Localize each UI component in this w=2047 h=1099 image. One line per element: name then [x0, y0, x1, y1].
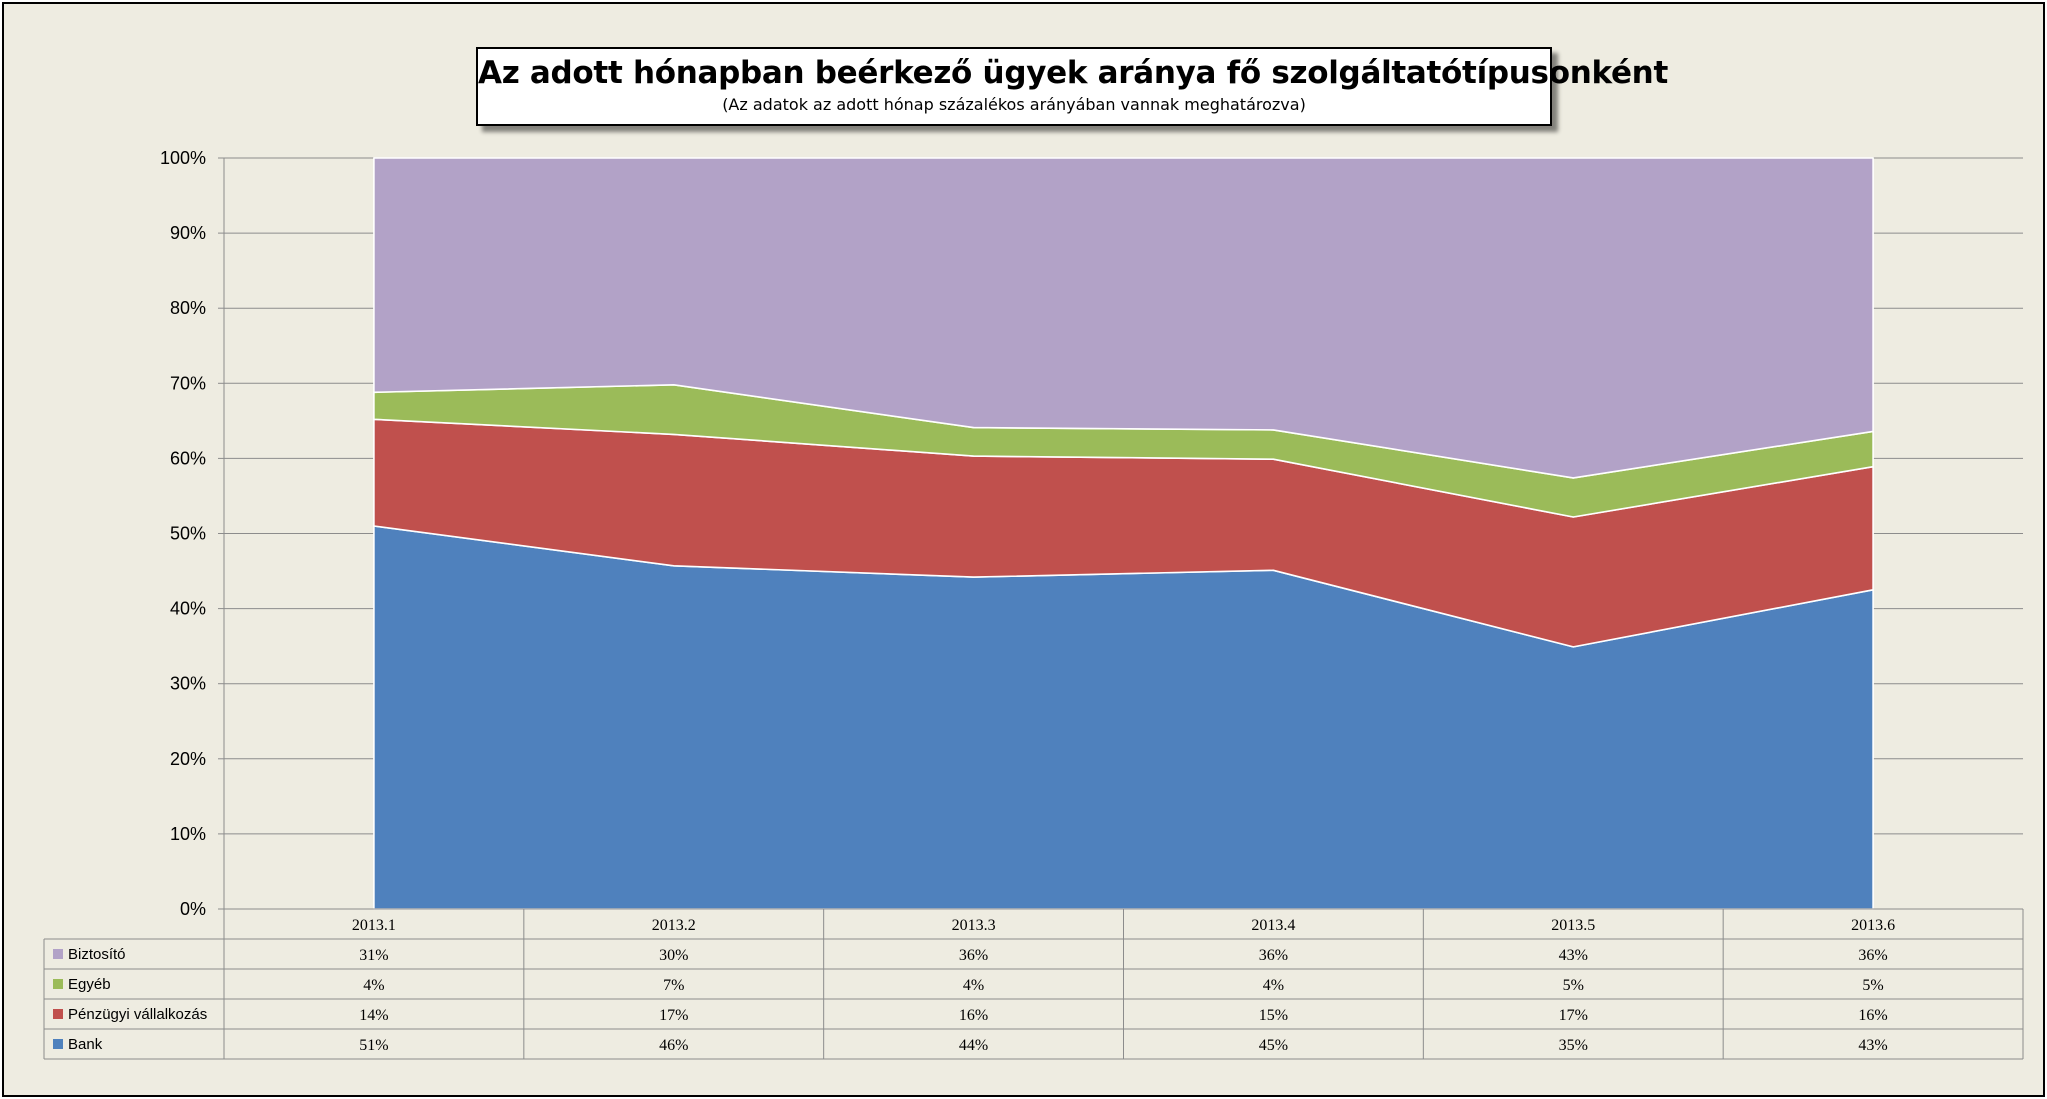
legend-swatch — [53, 1039, 63, 1049]
legend-swatch — [53, 979, 63, 989]
title-box: Az adott hónapban beérkező ügyek aránya … — [476, 47, 1668, 126]
table-cell-value: 30% — [659, 947, 688, 964]
table-cell-value: 45% — [1259, 1037, 1288, 1054]
table-cell-value: 17% — [1559, 1007, 1588, 1024]
x-category-label: 2013.3 — [952, 917, 996, 934]
table-cell-value: 16% — [1858, 1007, 1887, 1024]
y-axis: 0% 10% 20% 30% 40% 50% 60% 70% 80% 90% 100% — [160, 148, 225, 919]
y-tick-label: 90% — [170, 223, 206, 243]
table-cell-value: 46% — [659, 1037, 688, 1054]
table-cell-value: 15% — [1259, 1007, 1288, 1024]
area-biztosító — [373, 157, 1874, 479]
table-cell-value: 7% — [663, 977, 684, 994]
x-category-label: 2013.1 — [352, 917, 396, 934]
chart-subtitle: (Az adatok az adott hónap százalékos ará… — [722, 95, 1306, 114]
y-tick-label: 80% — [170, 298, 206, 318]
table-cell-value: 51% — [359, 1037, 388, 1054]
legend-label: Biztosító — [68, 946, 126, 963]
y-tick-label: 70% — [170, 373, 206, 393]
x-category-label: 2013.5 — [1551, 917, 1595, 934]
y-tick-label: 40% — [170, 599, 206, 619]
y-tick-label: 60% — [170, 448, 206, 468]
table-cell-value: 17% — [659, 1007, 688, 1024]
data-table: 2013.1 2013.2 2013.3 2013.4 2013.5 2013.6 Bizt… — [43, 908, 2024, 1060]
chart-title: Az adott hónapban beérkező ügyek aránya … — [478, 55, 1668, 91]
x-category-label: 2013.4 — [1251, 917, 1295, 934]
legend-label: Egyéb — [68, 976, 111, 993]
stacked-areas — [373, 157, 1874, 910]
legend-label: Pénzügyi vállalkozás — [68, 1006, 207, 1023]
table-cell-value: 36% — [1858, 947, 1887, 964]
table-cell-value: 36% — [1259, 947, 1288, 964]
table-cell-value: 4% — [1263, 977, 1284, 994]
x-category-label: 2013.2 — [652, 917, 696, 934]
table-cell-value: 5% — [1862, 977, 1883, 994]
table-cell-value: 43% — [1559, 947, 1588, 964]
y-tick-label: 30% — [170, 674, 206, 694]
table-cell-value: 16% — [959, 1007, 988, 1024]
y-tick-label: 10% — [170, 824, 206, 844]
legend-swatch — [53, 1009, 63, 1019]
table-cell-value: 4% — [363, 977, 384, 994]
table-cell-value: 36% — [959, 947, 988, 964]
legend-label: Bank — [68, 1036, 103, 1053]
table-cell-value: 35% — [1559, 1037, 1588, 1054]
table-cell-value: 44% — [959, 1037, 988, 1054]
table-cell-value: 31% — [359, 947, 388, 964]
y-tick-label: 20% — [170, 749, 206, 769]
y-tick-label: 0% — [180, 899, 206, 919]
y-tick-label: 50% — [170, 524, 206, 544]
table-cell-value: 5% — [1563, 977, 1584, 994]
y-tick-label: 100% — [160, 148, 206, 168]
table-cell-value: 4% — [963, 977, 984, 994]
table-cell-value: 14% — [359, 1007, 388, 1024]
x-category-label: 2013.6 — [1851, 917, 1895, 934]
legend-swatch — [53, 949, 63, 959]
table-cell-value: 43% — [1858, 1037, 1887, 1054]
